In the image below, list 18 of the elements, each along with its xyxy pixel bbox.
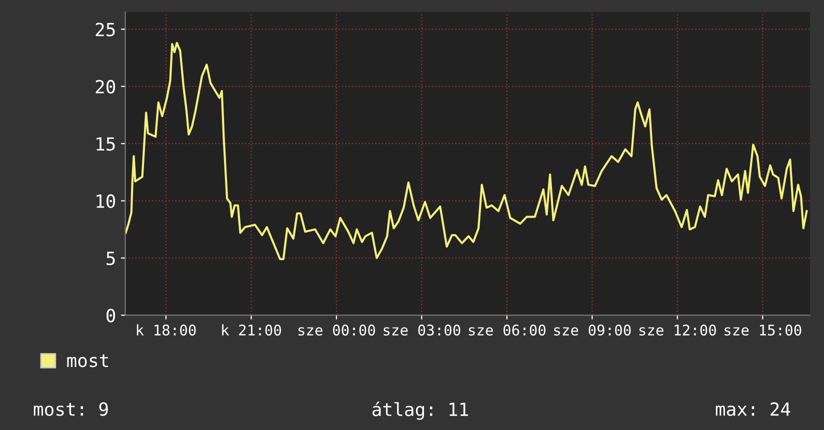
text: max: 24	[716, 402, 790, 416]
x-tick-label: sze 06:00	[468, 324, 546, 336]
x-tick-label: sze 15:00	[724, 324, 802, 336]
y-tick-label: 20	[96, 80, 116, 94]
x-tick-label: sze 12:00	[639, 324, 716, 336]
y-tick-label: 10	[96, 194, 116, 208]
y-tick-label: 25	[96, 22, 115, 36]
text: most: 9	[34, 402, 108, 416]
y-tick-label: 15	[96, 137, 115, 151]
y-tick-label: 0	[106, 308, 116, 322]
legend-label: most	[67, 354, 108, 368]
x-tick-label: sze 00:00	[298, 324, 376, 336]
x-tick-label: k 21:00	[222, 324, 281, 336]
x-tick-label: sze 03:00	[384, 324, 460, 336]
y-tick-label: 5	[106, 252, 115, 266]
text: átlag: 11	[372, 401, 468, 420]
x-tick-label: k 18:00	[136, 324, 196, 336]
x-tick-label: sze 09:00	[554, 324, 631, 336]
